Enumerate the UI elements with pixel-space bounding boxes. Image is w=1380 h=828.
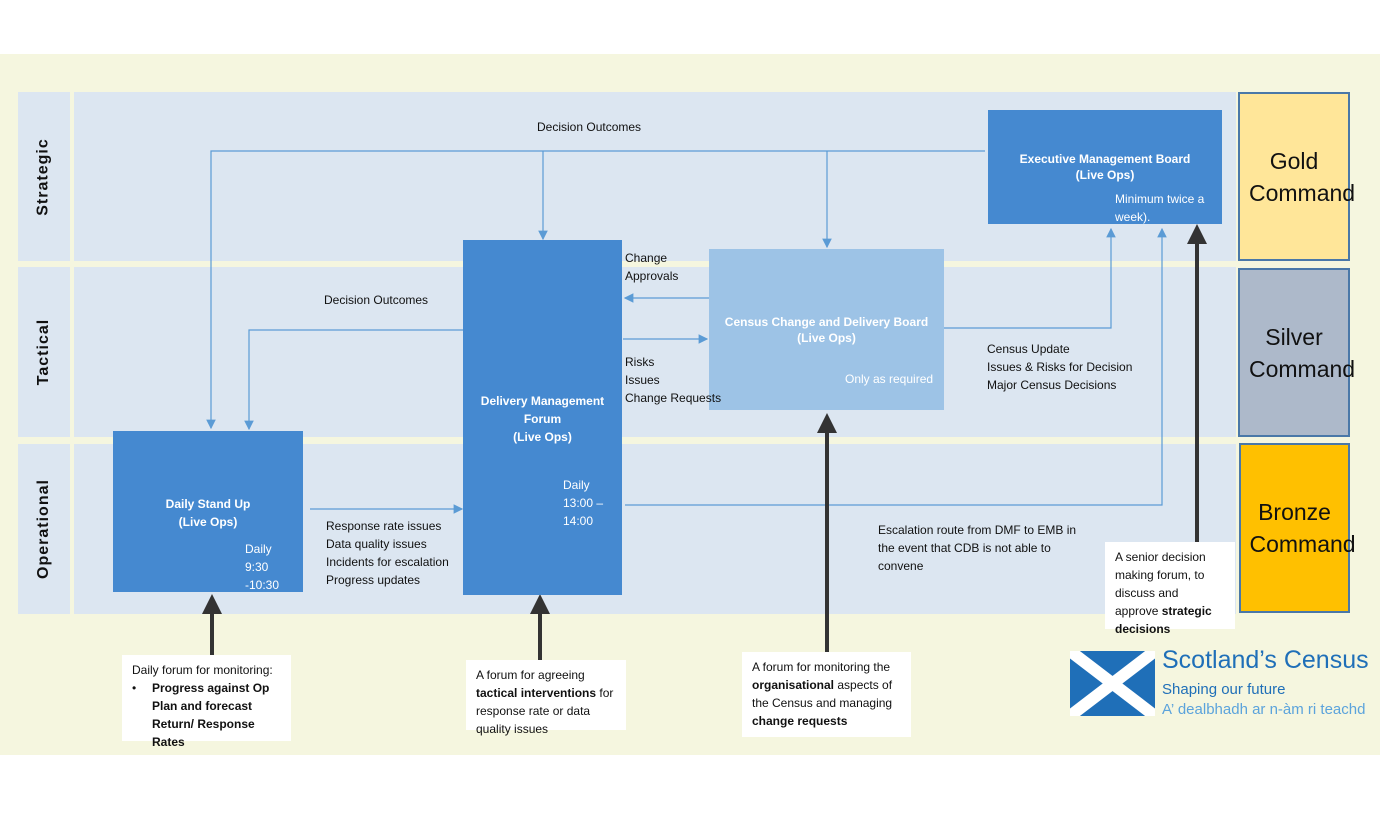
dsu-box: Daily Stand Up (Live Ops) Daily 9:30 -10:… <box>113 431 303 592</box>
bronze-command-label: Bronze Command <box>1249 499 1356 557</box>
saltire-flag-icon <box>1070 651 1155 716</box>
dsu-frequency: Daily <box>245 542 272 556</box>
census-update-arrow <box>944 227 1116 329</box>
dsu-subtitle: (Live Ops) <box>178 515 238 529</box>
ccdb-box: Census Change and Delivery Board (Live O… <box>709 249 944 410</box>
census-update-label: Census Update <box>987 342 1070 356</box>
callout-bold-text: change requests <box>752 714 848 728</box>
gold-command: Gold Command <box>1238 92 1356 261</box>
lane-label-operational: Operational <box>18 444 70 614</box>
bullet-icon: • <box>132 681 137 695</box>
logo-tagline-gaelic: A’ dealbhadh ar n-àm ri teachd <box>1162 701 1366 718</box>
callout-bold-text: Progress against Op Plan and forecast Re… <box>152 681 270 749</box>
callout-text: A senior decision making forum, to discu… <box>1115 550 1206 618</box>
emb-title: Executive Management Board <box>1019 152 1191 166</box>
lane-label-tactical: Tactical <box>18 267 70 437</box>
ccdb-subtitle: (Live Ops) <box>797 331 856 345</box>
escalation-text: convene <box>878 559 924 573</box>
dsu-item: Incidents for escalation <box>326 555 449 569</box>
dsu-item: Progress updates <box>326 573 421 587</box>
silver-command-label: Silver Command <box>1249 323 1356 382</box>
bronze-command: Bronze Command <box>1239 443 1356 613</box>
silver-command: Silver Command <box>1238 268 1356 437</box>
callout-dsu: Daily forum for monitoring: • Progress ag… <box>122 655 291 749</box>
ccdb-title: Census Change and Delivery Board <box>724 315 929 329</box>
dsu-item: Data quality issues <box>326 537 427 551</box>
callout-bold-text: strategic decisions <box>1115 604 1212 636</box>
change-requests-label: Change Requests <box>625 391 722 405</box>
emb-subtitle: (Live Ops) <box>1075 168 1135 182</box>
dmf-box: Delivery Management Forum (Live Ops) Dai… <box>463 240 622 595</box>
dmf-decision-arrow <box>244 329 463 431</box>
issues-label: Issues <box>625 373 660 387</box>
callout-text: Daily forum for monitoring: <box>132 663 273 677</box>
escalation-text: Escalation route from DMF to EMB in <box>878 523 1077 537</box>
dmf-frequency: Daily <box>563 478 590 492</box>
callout-text: aspects of the Census and managing <box>752 678 893 710</box>
callout-ccdb: A forum for monitoring the organisationa… <box>742 652 911 737</box>
escalation-arrow <box>625 227 1167 506</box>
escalation-text: the event that CDB is not able to <box>878 541 1051 555</box>
lane-tactical <box>74 267 1236 437</box>
callout-bold-text: tactical interventions <box>476 686 597 700</box>
change-label: Change <box>625 251 668 265</box>
callout-dmf: A forum for agreeing tactical interventi… <box>466 660 626 736</box>
dsu-title: Daily Stand Up <box>165 497 251 511</box>
major-decisions-label: Major Census Decisions <box>987 378 1117 392</box>
decision-outcomes-label: Decision Outcomes <box>537 120 642 134</box>
dmf-time-start: 13:00 – <box>563 496 604 510</box>
dsu-time: 9:30 -10:30 <box>245 560 280 592</box>
logo-tagline: Shaping our future <box>1162 681 1286 698</box>
callout-text: A forum for agreeing <box>476 668 585 682</box>
risks-label: Risks <box>625 355 655 369</box>
callout-emb: A senior decision making forum, to discu… <box>1105 542 1235 636</box>
emb-box: Executive Management Board (Live Ops) Mi… <box>988 110 1222 224</box>
dsu-item: Response rate issues <box>326 519 442 533</box>
dmf-time-end: 14:00 <box>563 514 594 528</box>
approvals-label: Approvals <box>625 269 679 283</box>
logo-title: Scotland’s Census <box>1162 646 1369 674</box>
gold-command-label: Gold Command <box>1249 147 1356 206</box>
decision-outcomes-tactical-label: Decision Outcomes <box>324 293 429 307</box>
callout-text: for response rate or data quality issues <box>476 686 614 736</box>
dmf-subtitle: (Live Ops) <box>513 430 572 444</box>
callout-text: A forum for monitoring the <box>752 660 891 674</box>
decision-outcome-arrow-dsu <box>206 150 985 430</box>
callout-bold-text: organisational <box>752 678 835 692</box>
dmf-title: Delivery Management Forum <box>480 394 605 426</box>
ccdb-frequency: Only as required <box>845 372 934 386</box>
issues-risks-label: Issues & Risks for Decision <box>987 360 1133 374</box>
lane-label-strategic: Strategic <box>18 92 70 261</box>
emb-frequency: Minimum twice a week). <box>1115 192 1205 224</box>
